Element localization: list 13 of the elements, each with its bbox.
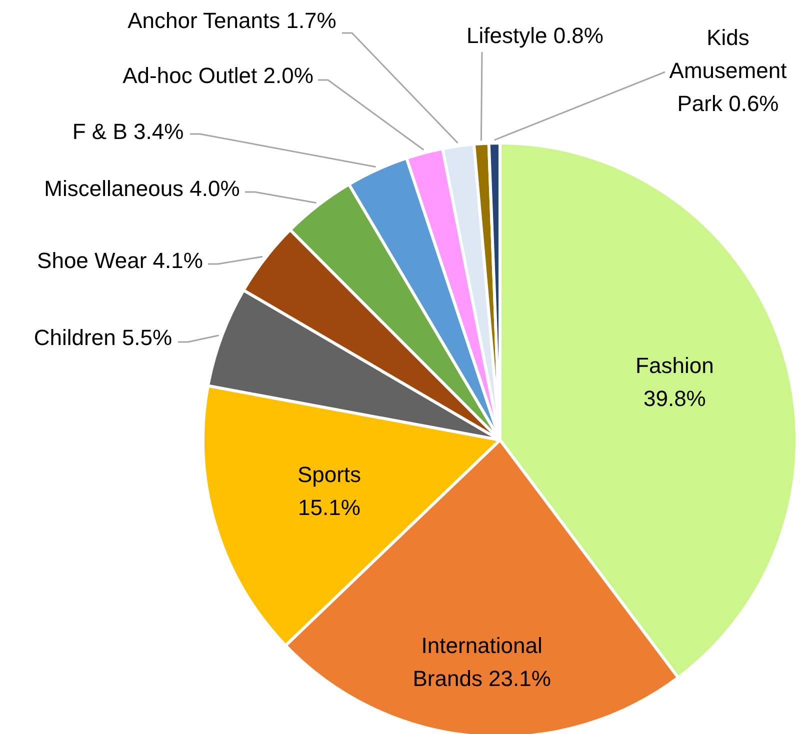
data-label: 15.1%: [298, 495, 360, 520]
data-label: 39.8%: [644, 386, 706, 411]
slice-label: Fashion: [636, 352, 714, 378]
slice-label: Lifestyle 0.8%: [466, 23, 604, 48]
slice-label: Miscellaneous 4.0%: [44, 176, 240, 201]
slice-label: Anchor Tenants 1.7%: [128, 8, 336, 33]
slice-label: Kids Amusement Park 0.6%: [669, 25, 787, 116]
slice-label: Sports: [297, 462, 362, 488]
slice-label: Shoe Wear 4.1%: [37, 248, 203, 273]
slice-label: F & B 3.4%: [72, 119, 184, 144]
slice-label: Children 5.5%: [34, 325, 172, 350]
slice-label: Ad-hoc Outlet 2.0%: [122, 63, 314, 88]
slice-label: International Brands 23.1%: [412, 633, 551, 692]
